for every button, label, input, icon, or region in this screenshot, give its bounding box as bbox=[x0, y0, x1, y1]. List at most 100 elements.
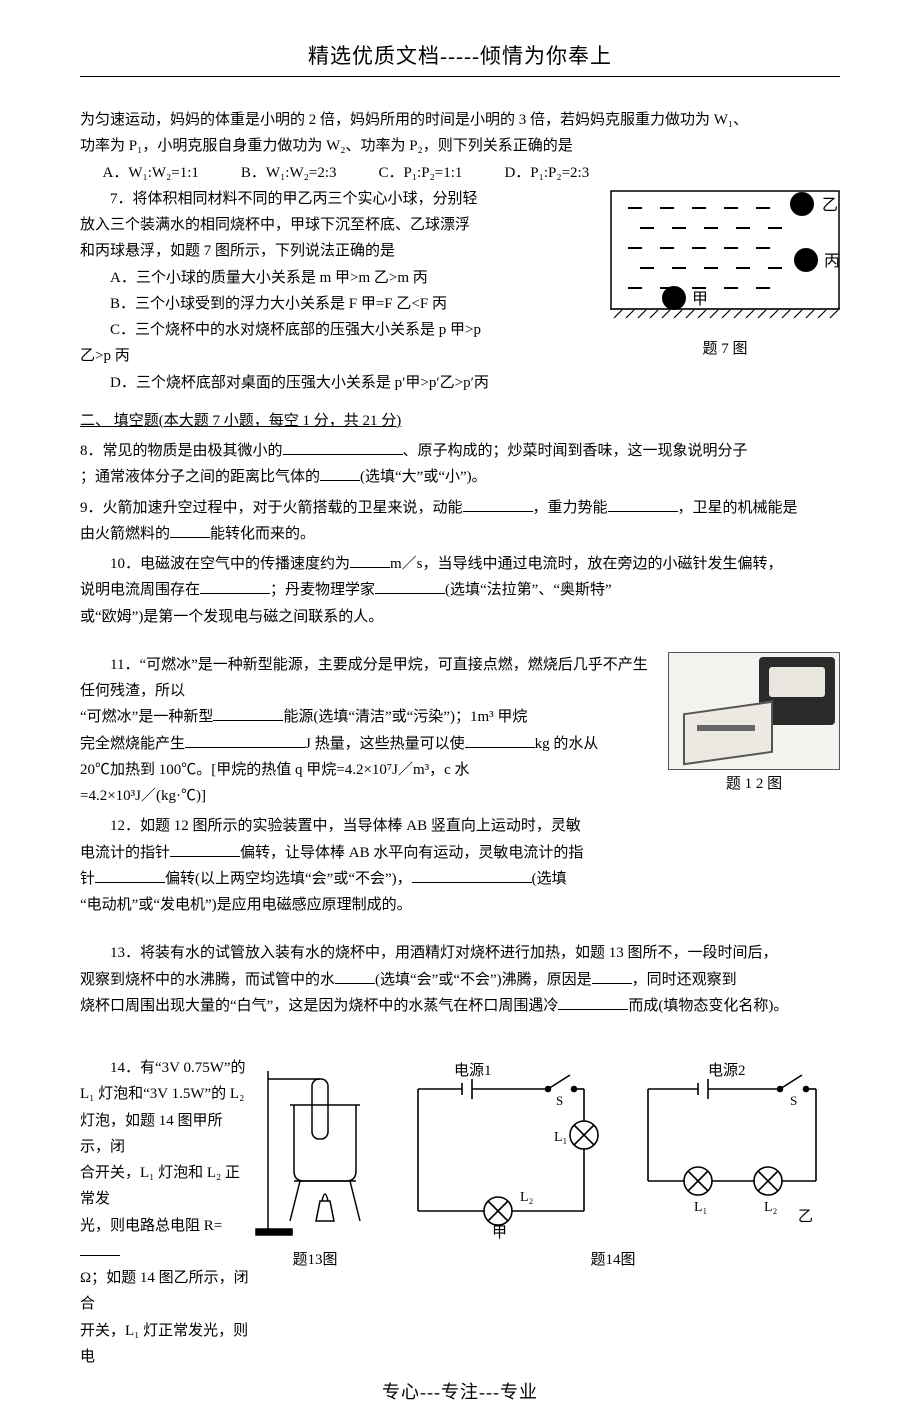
blank bbox=[283, 454, 403, 455]
blank bbox=[335, 983, 375, 984]
q8: 8．常见的物质是由极其微小的、原子构成的；炒菜时闻到香味，这一现象说明分子 ；通… bbox=[80, 438, 840, 491]
q14-l4: 合开关，L₁ 灯泡和 L₂ 正常发 bbox=[80, 1165, 240, 1207]
blank bbox=[170, 537, 210, 538]
q13-l2a: 观察到烧杯中的水沸腾，而试管中的水 bbox=[80, 972, 335, 988]
q6-opt-b: B．W₁:W₂=2:3 bbox=[241, 160, 337, 186]
svg-text:电源1: 电源1 bbox=[454, 1062, 492, 1079]
q9-l1b: ，重力势能 bbox=[533, 500, 608, 516]
page-header-title: 精选优质文档-----倾情为你奉上 bbox=[80, 40, 840, 70]
q11-l3a: 完全燃烧能产生 bbox=[80, 736, 185, 752]
q10-l1b: m／s，当导线中通过电流时，放在旁边的小磁针发生偏转， bbox=[390, 556, 783, 572]
q11-l4: 20℃加热到 100℃。[甲烷的热值 q 甲烷=4.2×10⁷J／m³，c 水 bbox=[80, 762, 470, 778]
blank bbox=[412, 882, 532, 883]
q9-l2a: 由火箭燃料的 bbox=[80, 526, 170, 542]
blank bbox=[170, 856, 240, 857]
blank bbox=[463, 511, 533, 512]
figure-12-photo bbox=[668, 652, 840, 770]
fig7-label-jia: 甲 bbox=[692, 291, 708, 308]
q11-l3c: kg 的水从 bbox=[535, 736, 599, 752]
q13-l1: 13．将装有水的试管放入装有水的烧杯中，用酒精灯对烧杯进行加热，如题 13 图所… bbox=[110, 945, 778, 961]
q6-opt-d: D．P₁:P₂=2:3 bbox=[504, 160, 589, 186]
q13-l2c: ，同时还观察到 bbox=[632, 972, 737, 988]
q6-options: A．W₁:W₂=1:1 B．W₁:W₂=2:3 C．P₁:P₂=1:1 D．P₁… bbox=[103, 160, 841, 186]
conductor-bar-icon bbox=[697, 725, 755, 731]
q13-l2b: (选填“会”或“不会”)沸腾，原因是 bbox=[375, 972, 592, 988]
q6-stem-line1: 为匀速运动，妈妈的体重是小明的 2 倍，妈妈所用的时间是小明的 3 倍，若妈妈克… bbox=[80, 107, 840, 133]
q9-l1a: 9．火箭加速升空过程中，对于火箭搭载的卫星来说，动能 bbox=[80, 500, 463, 516]
q13: 13．将装有水的试管放入装有水的烧杯中，用酒精灯对烧杯进行加热，如题 13 图所… bbox=[80, 940, 840, 1019]
svg-text:L₁: L₁ bbox=[694, 1200, 707, 1215]
q9-l2b: 能转化而来的。 bbox=[210, 526, 315, 542]
figure-7-caption: 题 7 图 bbox=[610, 337, 840, 358]
figure-14-caption: 题14图 bbox=[398, 1248, 828, 1269]
q12-l3b: 偏转(以上两空均选填“会”或“不会”)， bbox=[165, 871, 412, 887]
blank bbox=[80, 1255, 120, 1256]
blank bbox=[95, 882, 165, 883]
q14-l6: Ω；如题 14 图乙所示，闭合 bbox=[80, 1270, 249, 1312]
page-footer: 专心---专注---专业 bbox=[80, 1378, 840, 1404]
q14-l5a: 光，则电路总电阻 R= bbox=[80, 1218, 222, 1234]
q12: 12．如题 12 图所示的实验装置中，当导体棒 AB 竖直向上运动时，灵敏 电流… bbox=[80, 813, 840, 918]
q14-l1: 14．有“3V 0.75W”的 bbox=[80, 1055, 250, 1081]
blank bbox=[350, 567, 390, 568]
q10-l2c: (选填“法拉第”、“奥斯特” bbox=[445, 582, 612, 598]
q11-l2a: “可燃冰”是一种新型 bbox=[80, 709, 213, 725]
q10-l1a: 10．电磁波在空气中的传播速度约为 bbox=[110, 556, 350, 572]
page: 精选优质文档-----倾情为你奉上 为匀速运动，妈妈的体重是小明的 2 倍，妈妈… bbox=[0, 0, 920, 1424]
figure-7: 乙 丙 甲 题 7 图 bbox=[610, 190, 840, 358]
svg-text:电源2: 电源2 bbox=[708, 1062, 746, 1079]
q6-opt-a: A．W₁:W₂=1:1 bbox=[103, 160, 199, 186]
q11-l5: =4.2×10³J／(kg·℃)] bbox=[80, 788, 206, 804]
figure-14-svg: 电源1 S L₁ bbox=[398, 1061, 828, 1241]
figure-13-svg bbox=[250, 1061, 380, 1241]
svg-text:L₂: L₂ bbox=[764, 1200, 778, 1215]
svg-text:L₂: L₂ bbox=[520, 1190, 534, 1205]
q11-l1: 11．“可燃冰”是一种新型能源，主要成分是甲烷，可直接点燃，燃烧后几乎不产生任何… bbox=[80, 657, 648, 699]
blank bbox=[558, 1009, 628, 1010]
blank bbox=[465, 747, 535, 748]
bottom-figures: 题13图 电源1 S bbox=[250, 1061, 840, 1269]
svg-text:S: S bbox=[556, 1093, 563, 1108]
blank bbox=[592, 983, 632, 984]
figure-13: 题13图 bbox=[250, 1061, 380, 1269]
figure-7-svg: 乙 丙 甲 bbox=[610, 190, 840, 330]
figure-12-caption: 题 1 2 图 bbox=[668, 772, 840, 793]
blank bbox=[375, 593, 445, 594]
q12-l2b: 偏转，让导体棒 AB 水平向有运动，灵敏电流计的指 bbox=[240, 845, 583, 861]
svg-text:S: S bbox=[790, 1093, 797, 1108]
q10-l2b: ；丹麦物理学家 bbox=[270, 582, 375, 598]
svg-text:甲: 甲 bbox=[492, 1225, 507, 1241]
fig7-label-yi: 乙 bbox=[822, 197, 838, 214]
q9-l1c: ，卫星的机械能是 bbox=[678, 500, 798, 516]
q14-wrap: 14．有“3V 0.75W”的 L₁ 灯泡和“3V 1.5W”的 L₂ 灯泡，如… bbox=[80, 1055, 840, 1370]
fig7-label-bing: 丙 bbox=[824, 253, 840, 270]
figure-12: 题 1 2 图 bbox=[668, 652, 840, 793]
blank bbox=[608, 511, 678, 512]
blank bbox=[213, 720, 283, 721]
q12-l4: “电动机”或“发电机”)是应用电磁感应原理制成的。 bbox=[80, 897, 412, 913]
q10: 10．电磁波在空气中的传播速度约为 m／s，当导线中通过电流时，放在旁边的小磁针发… bbox=[80, 551, 840, 630]
q6-opt-c: C．P₁:P₂=1:1 bbox=[378, 160, 462, 186]
section-2-title: 二、 填空题(本大题 7 小题，每空 1 分，共 21 分) bbox=[80, 408, 840, 434]
q8-l2a: ；通常液体分子之间的距离比气体的 bbox=[80, 469, 320, 485]
q14-l7: 开关，L₁ 灯正常发光，则电 bbox=[80, 1323, 248, 1365]
q14-l3: 灯泡，如题 14 图甲所示，闭 bbox=[80, 1113, 223, 1155]
q14-text: 14．有“3V 0.75W”的 L₁ 灯泡和“3V 1.5W”的 L₂ 灯泡，如… bbox=[80, 1055, 250, 1370]
q12-l2a: 电流计的指针 bbox=[80, 845, 170, 861]
q12-l3a: 针 bbox=[80, 871, 95, 887]
header-underline bbox=[80, 76, 840, 77]
figure-14: 电源1 S L₁ bbox=[398, 1061, 828, 1269]
q13-l3b: 而成(填物态变化名称)。 bbox=[628, 998, 788, 1014]
q6-stem-line2: 功率为 P₁，小明克服自身重力做功为 W₂、功率为 P₂，则下列关系正确的是 bbox=[80, 133, 840, 159]
blank bbox=[200, 593, 270, 594]
svg-text:乙: 乙 bbox=[798, 1209, 813, 1225]
q10-l2a: 说明电流周围存在 bbox=[80, 582, 200, 598]
q13-l3a: 烧杯口周围出现大量的“白气”，这是因为烧杯中的水蒸气在杯口周围遇冷 bbox=[80, 998, 558, 1014]
q12-l1: 12．如题 12 图所示的实验装置中，当导体棒 AB 竖直向上运动时，灵敏 bbox=[110, 818, 581, 834]
q10-l3: 或“欧姆”)是第一个发现电与磁之间联系的人。 bbox=[80, 609, 383, 625]
q8-l1b: 、原子构成的；炒菜时闻到香味，这一现象说明分子 bbox=[403, 443, 748, 459]
q11-l3b: J 热量，这些热量可以使 bbox=[305, 736, 465, 752]
q12-l3c: (选填 bbox=[532, 871, 567, 887]
q14-l2: L₁ 灯泡和“3V 1.5W”的 L₂ bbox=[80, 1086, 244, 1102]
blank bbox=[185, 747, 305, 748]
